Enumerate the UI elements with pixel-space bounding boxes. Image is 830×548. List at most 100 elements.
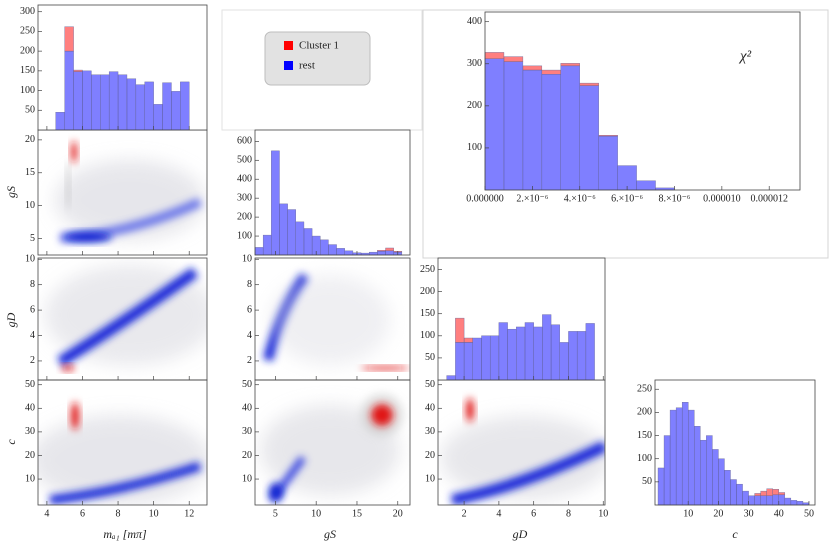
histogram-bar [576,331,587,381]
histogram-bar [55,112,65,131]
histogram-bar [541,74,561,191]
histogram-bar [64,26,74,52]
x-tick-label: 50 [804,508,814,519]
x-tick-label: 20 [393,508,403,519]
y-tick-label: 150 [637,430,652,441]
density-panel [440,398,605,505]
panel-frame [37,379,208,506]
y-tick-label: 250 [637,384,652,395]
histogram-bar [559,342,569,381]
legend-label: rest [299,60,315,72]
x-tick-label: 10 [149,508,159,519]
y-tick-label: 300 [20,6,35,17]
histogram-bar [579,85,599,191]
y-axis-label: c [4,439,18,445]
x-tick-label: 15 [352,508,362,519]
histogram-bar [760,495,767,506]
histogram-bar [790,500,798,506]
histogram-bar [100,74,110,131]
y-tick-label: 150 [420,308,435,319]
y-tick-label: 40 [242,403,252,414]
y-tick-label: 20 [25,134,35,145]
y-tick-label: 50 [425,379,435,390]
histogram-bar [455,342,465,381]
histogram-bar [772,494,779,506]
panel-frame [254,129,411,256]
histogram-bar [730,479,737,506]
y-tick-label: 4 [247,330,252,341]
y-tick-label: 10 [242,254,252,265]
legend-swatch [284,61,293,70]
histogram-bar [778,492,786,496]
y-tick-label: 400 [237,174,252,185]
y-tick-label: 250 [420,264,435,275]
density-blob [66,160,70,210]
panel-frame [37,4,208,131]
x-tick-label: 20 [713,508,723,519]
histogram-bar [108,71,119,131]
histogram-bar [303,228,313,256]
x-tick-label: 5 [273,508,278,519]
density-blob [270,275,390,365]
histogram-bar [295,221,305,256]
histogram-bar [718,458,725,506]
density-blob [466,398,474,422]
y-tick-label: 40 [425,403,435,414]
histogram-bar [681,402,689,506]
y-tick-label: 4 [30,330,35,341]
density-blob [440,416,605,500]
histogram-bar [287,209,296,256]
histogram-bar [579,82,599,86]
y-tick-label: 8 [247,279,252,290]
density-blob [71,402,79,430]
histogram-bar [171,91,181,131]
histogram-bar [736,483,743,506]
x-tick-label: 10 [311,508,321,519]
y-tick-label: 10 [25,473,35,484]
histogram-bar [498,322,508,381]
x-tick-label: 6 [531,508,536,519]
y-tick-label: 250 [20,26,35,37]
panel-outline [422,9,829,259]
density-blob [450,441,605,505]
y-tick-label: 200 [467,100,482,111]
histogram-bar [675,407,683,506]
histogram-bar [522,65,543,71]
x-tick-label: 10 [683,508,693,519]
histogram-bar [153,104,163,131]
y-tick-label: 100 [20,85,35,96]
histogram-bar [262,234,272,256]
histogram-bar [522,69,543,191]
x-tick-label: 10 [598,508,608,519]
x-tick-label: 12 [184,508,194,519]
x-tick-label: 6 [80,508,85,519]
histogram-bar [180,81,190,131]
y-tick-label: 50 [242,379,252,390]
histogram-bar [568,331,578,381]
histogram-bar [377,250,386,252]
density-blob [269,483,283,501]
density-blob [361,366,409,370]
histogram-bar [754,493,761,496]
histogram-bar [489,335,500,381]
histogram-bar [688,409,695,506]
panel-frame [484,11,801,191]
x-tick-label: 4 [496,508,501,519]
y-tick-label: 15 [25,167,35,178]
y-tick-label: 5 [30,233,35,244]
y-tick-label: 30 [242,426,252,437]
y-tick-label: 20 [242,450,252,461]
x-tick-label: 2 [462,508,467,519]
histogram-bar [706,435,713,506]
panel-frame [654,379,816,506]
panel-frame [254,379,411,506]
histogram-bar [254,247,264,256]
y-tick-label: 50 [642,476,652,487]
histogram-bar [598,135,618,191]
y-tick-label: 2 [30,355,35,366]
histogram-bar [503,61,524,191]
histogram-bar [91,74,101,131]
y-tick-label: 600 [237,136,252,147]
y-axis-label: gD [4,312,18,327]
histogram-bar [766,495,773,506]
